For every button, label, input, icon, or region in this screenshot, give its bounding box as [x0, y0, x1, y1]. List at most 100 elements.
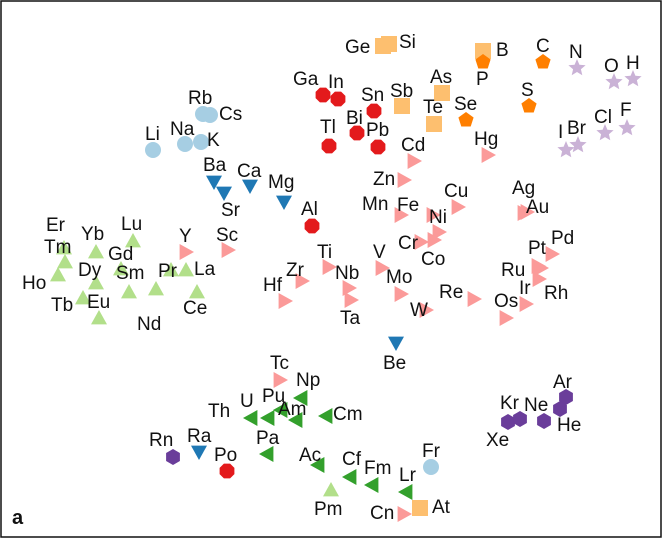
label-v: V: [373, 242, 386, 263]
label-la: La: [194, 259, 216, 280]
marker-p: [475, 54, 491, 69]
marker-au: [517, 205, 532, 221]
marker-c: [535, 54, 551, 69]
marker-tb: [75, 290, 91, 305]
marker-nb: [342, 280, 357, 296]
marker-sm: [121, 284, 137, 299]
marker-be: [388, 336, 404, 351]
label-w: W: [410, 300, 428, 321]
marker-la: [178, 262, 194, 277]
label-ir: Ir: [519, 278, 531, 299]
label-c: C: [536, 36, 550, 57]
marker-th: [243, 410, 258, 426]
marker-ga: [315, 87, 331, 103]
label-xe: Xe: [486, 430, 509, 451]
marker-cl: [596, 124, 614, 141]
label-re: Re: [439, 282, 463, 303]
marker-cm: [318, 408, 333, 424]
label-al: Al: [301, 199, 318, 220]
marker-li: [145, 142, 161, 158]
label-po: Po: [214, 445, 237, 466]
label-pa: Pa: [256, 428, 280, 449]
label-rh: Rh: [544, 283, 568, 304]
label-nd: Nd: [137, 314, 161, 335]
label-y: Y: [179, 226, 192, 247]
marker-na: [177, 136, 193, 152]
label-ru: Ru: [501, 260, 525, 281]
marker-pr: [163, 262, 179, 277]
label-ba: Ba: [203, 155, 227, 176]
marker-cn: [397, 506, 412, 522]
marker-eu: [91, 310, 107, 325]
label-tm: Tm: [44, 237, 71, 258]
label-zr: Zr: [286, 260, 305, 281]
label-sc: Sc: [216, 225, 238, 246]
marker-he: [537, 413, 551, 429]
marker-hg: [481, 147, 496, 163]
label-ne: Ne: [524, 395, 548, 416]
marker-rn: [166, 449, 180, 465]
label-be: Be: [383, 353, 406, 374]
label-u: U: [240, 391, 254, 412]
marker-s: [521, 98, 537, 113]
marker-sn: [366, 103, 382, 119]
label-os: Os: [494, 291, 518, 312]
marker-sb: [394, 98, 410, 114]
label-ge: Ge: [345, 37, 370, 58]
label-ho: Ho: [22, 273, 46, 294]
label-li: Li: [145, 124, 160, 145]
marker-in: [330, 91, 346, 107]
label-mn: Mn: [362, 194, 388, 215]
label-cm: Cm: [333, 404, 363, 425]
label-ta: Ta: [340, 308, 361, 329]
marker-h: [624, 70, 642, 87]
label-cl: Cl: [594, 107, 612, 128]
marker-se: [458, 112, 474, 127]
panel-label: a: [12, 507, 24, 529]
marker-u: [260, 410, 275, 426]
label-s: S: [521, 80, 534, 101]
marker-ac: [310, 457, 325, 473]
marker-ti: [322, 259, 337, 275]
label-se: Se: [454, 94, 477, 115]
label-na: Na: [170, 119, 195, 140]
label-np: Np: [296, 370, 320, 391]
marker-ca: [242, 179, 258, 194]
marker-pd: [545, 246, 560, 262]
marker-ni: [432, 224, 447, 240]
marker-po: [219, 463, 235, 479]
marker-xe: [501, 414, 515, 430]
marker-kr: [513, 411, 527, 427]
label-k: K: [207, 130, 220, 151]
label-tl: Tl: [320, 117, 336, 138]
marker-co: [427, 232, 442, 248]
label-gd: Gd: [108, 244, 133, 265]
label-cd: Cd: [401, 135, 425, 156]
marker-te: [426, 116, 442, 132]
label-f: F: [620, 100, 632, 121]
marker-fm: [364, 477, 379, 493]
marker-ge: [375, 38, 391, 54]
marker-pm: [323, 482, 339, 497]
marker-pb: [370, 139, 386, 155]
label-te: Te: [423, 97, 443, 118]
label-yb: Yb: [81, 224, 104, 245]
label-sm: Sm: [116, 263, 145, 284]
label-cf: Cf: [342, 449, 362, 470]
label-ti: Ti: [317, 242, 332, 263]
marker-mo: [394, 286, 409, 302]
label-hf: Hf: [263, 275, 283, 296]
label-rb: Rb: [188, 88, 212, 109]
marker-k: [193, 134, 209, 150]
label-cu: Cu: [444, 181, 468, 202]
marker-fe: [426, 207, 441, 223]
marker-layer: [50, 36, 642, 522]
marker-gd: [113, 261, 129, 276]
label-cn: Cn: [370, 503, 394, 524]
marker-bi: [349, 125, 365, 141]
marker-os: [499, 310, 514, 326]
label-mg: Mg: [268, 172, 294, 193]
marker-mn: [394, 207, 409, 223]
label-nb: Nb: [335, 263, 359, 284]
